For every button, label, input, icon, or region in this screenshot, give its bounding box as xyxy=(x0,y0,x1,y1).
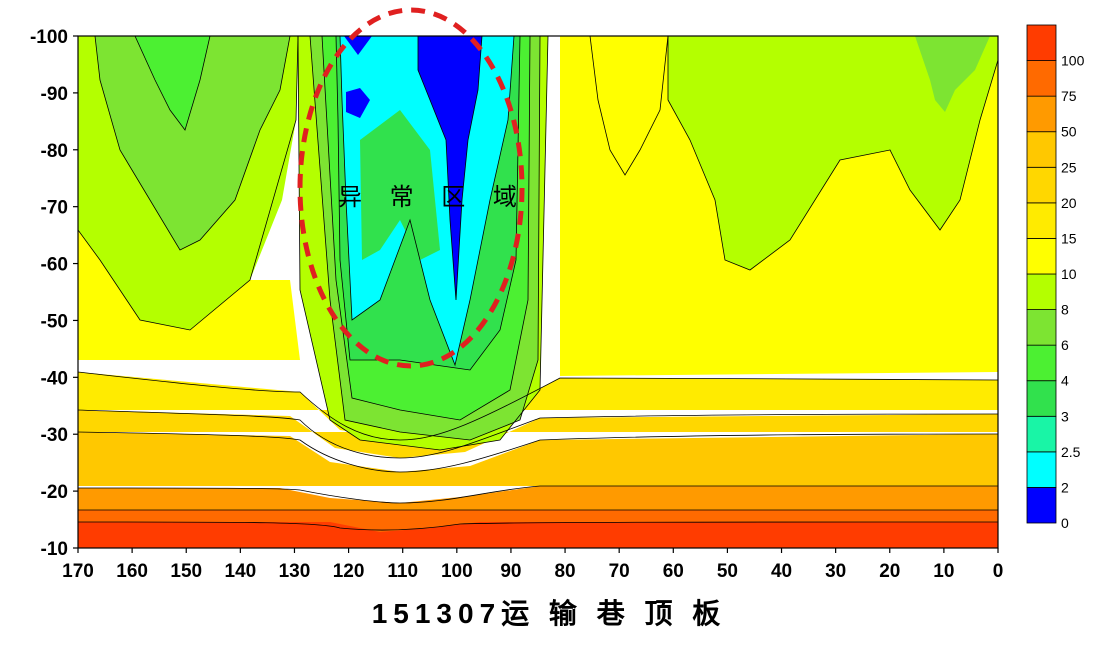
colorbar-label: 75 xyxy=(1061,88,1077,104)
band-3-4-left xyxy=(135,36,210,130)
band-6-8-right xyxy=(915,36,990,112)
x-tick-label: 90 xyxy=(500,561,521,582)
y-tick-label: -50 xyxy=(41,311,68,332)
colorbar-swatch xyxy=(1026,487,1057,524)
band-10-15-gap xyxy=(590,36,668,175)
band-8-10-left xyxy=(78,36,240,300)
contour-line xyxy=(297,36,549,451)
x-tick-label: 160 xyxy=(116,561,148,582)
x-tick-label: 130 xyxy=(279,561,311,582)
x-tick-label: 100 xyxy=(441,561,473,582)
x-tick-label: 20 xyxy=(879,561,900,582)
y-tick-label: -100 xyxy=(30,27,68,48)
x-tick-label: 170 xyxy=(62,561,94,582)
y-tick-label: -10 xyxy=(41,539,68,560)
band-4-6-left xyxy=(95,36,290,250)
x-tick-label: 60 xyxy=(663,561,684,582)
contour-lines xyxy=(78,36,998,531)
x-tick-label: 140 xyxy=(225,561,257,582)
x-tick-label: 80 xyxy=(554,561,575,582)
x-tick-label: 10 xyxy=(933,561,954,582)
plot-frame xyxy=(77,35,999,549)
y-tick-label: -70 xyxy=(41,198,68,219)
contour-line xyxy=(78,431,998,473)
band-50-75 xyxy=(78,486,998,510)
colorbar-label: 100 xyxy=(1061,53,1085,69)
colorbar-swatch xyxy=(1026,60,1057,97)
chart-title: 151307运 输 巷 顶 板 xyxy=(371,598,727,629)
contour-line xyxy=(339,36,515,367)
colorbar-swatch xyxy=(1026,131,1057,168)
x-tick-label: 120 xyxy=(333,561,365,582)
colorbar-swatch xyxy=(1026,309,1057,346)
y-tick-label: -60 xyxy=(41,255,68,276)
colorbar-label: 0 xyxy=(1061,515,1069,531)
x-tick-label: 0 xyxy=(993,561,1004,582)
colorbar-label: 4 xyxy=(1061,373,1069,389)
colorbar-swatch xyxy=(1026,273,1057,310)
plot-area xyxy=(78,36,998,548)
contour-line xyxy=(94,36,291,251)
contour-line xyxy=(78,409,998,459)
band-10-15-left xyxy=(78,230,300,360)
colorbar-swatch xyxy=(1026,238,1057,275)
anomaly-ellipse xyxy=(297,7,525,369)
colorbar-swatch xyxy=(1026,344,1057,382)
band-0-2-top xyxy=(344,36,372,55)
contour-line xyxy=(417,36,483,301)
colorbar-swatch xyxy=(1026,95,1057,133)
x-tick-label: 50 xyxy=(717,561,738,582)
anomaly-label: 异 常 区 域 xyxy=(338,183,527,211)
x-tick-label: 30 xyxy=(825,561,846,582)
colorbar-swatch xyxy=(1026,202,1057,239)
colorbar-swatch xyxy=(1026,451,1057,488)
band-100 xyxy=(78,522,998,548)
contour-line xyxy=(134,36,211,131)
x-tick-label: 40 xyxy=(771,561,792,582)
contour-line xyxy=(589,36,669,176)
x-tick-label: 150 xyxy=(170,561,202,582)
x-tick-label: 110 xyxy=(387,561,418,582)
x-axis: 170 160 150 140 130 120 110 100 90 80 70 60 50 40 30 20… xyxy=(62,548,1003,582)
y-tick-label: -80 xyxy=(41,141,68,162)
colorbar-label: 50 xyxy=(1061,124,1077,140)
colorbar-swatch xyxy=(1026,166,1057,204)
x-tick-label: 70 xyxy=(609,561,630,582)
contour-line xyxy=(667,36,998,271)
contour-line xyxy=(78,36,299,331)
contour-line xyxy=(309,36,541,441)
band-2.5-3-inner xyxy=(360,110,440,260)
colorbar-swatch xyxy=(1026,415,1057,453)
contour-line xyxy=(78,521,998,531)
band-20-25 xyxy=(78,410,998,458)
colorbar-label: 8 xyxy=(1061,302,1069,318)
colorbar-label: 3 xyxy=(1061,408,1069,424)
contour-line xyxy=(78,485,998,504)
colorbar-swatch xyxy=(1026,380,1057,417)
y-axis: -100 -90 -80 -70 -60 -50 -40 -30 -20 -10 xyxy=(30,27,78,560)
colorbar-label: 15 xyxy=(1061,230,1077,246)
colorbar-label: 10 xyxy=(1061,266,1077,282)
band-8-10-right xyxy=(668,36,998,270)
colorbar-label: 2 xyxy=(1061,479,1069,495)
y-tick-label: -90 xyxy=(41,84,68,105)
band-25-50 xyxy=(78,432,998,486)
y-tick-label: -40 xyxy=(41,368,68,389)
colorbar-label: 6 xyxy=(1061,337,1069,353)
colorbar-label: 20 xyxy=(1061,195,1077,211)
band-15-20 xyxy=(78,372,998,440)
band-0-2-main xyxy=(418,36,482,300)
contour-line xyxy=(78,371,998,441)
colorbar-swatch xyxy=(1026,24,1057,61)
band-0-2-spot xyxy=(346,88,370,118)
contour-bands xyxy=(78,36,998,548)
colorbar-label: 25 xyxy=(1061,159,1077,175)
y-tick-label: -30 xyxy=(41,425,68,446)
contour-line xyxy=(321,36,531,421)
colorbar-label: 2.5 xyxy=(1061,444,1081,460)
y-tick-label: -20 xyxy=(41,482,68,503)
colorbar: 0 2 2.5 3 4 6 8 10 15 20 25 50 75 100 xyxy=(1026,24,1085,531)
contour-line xyxy=(335,36,521,371)
